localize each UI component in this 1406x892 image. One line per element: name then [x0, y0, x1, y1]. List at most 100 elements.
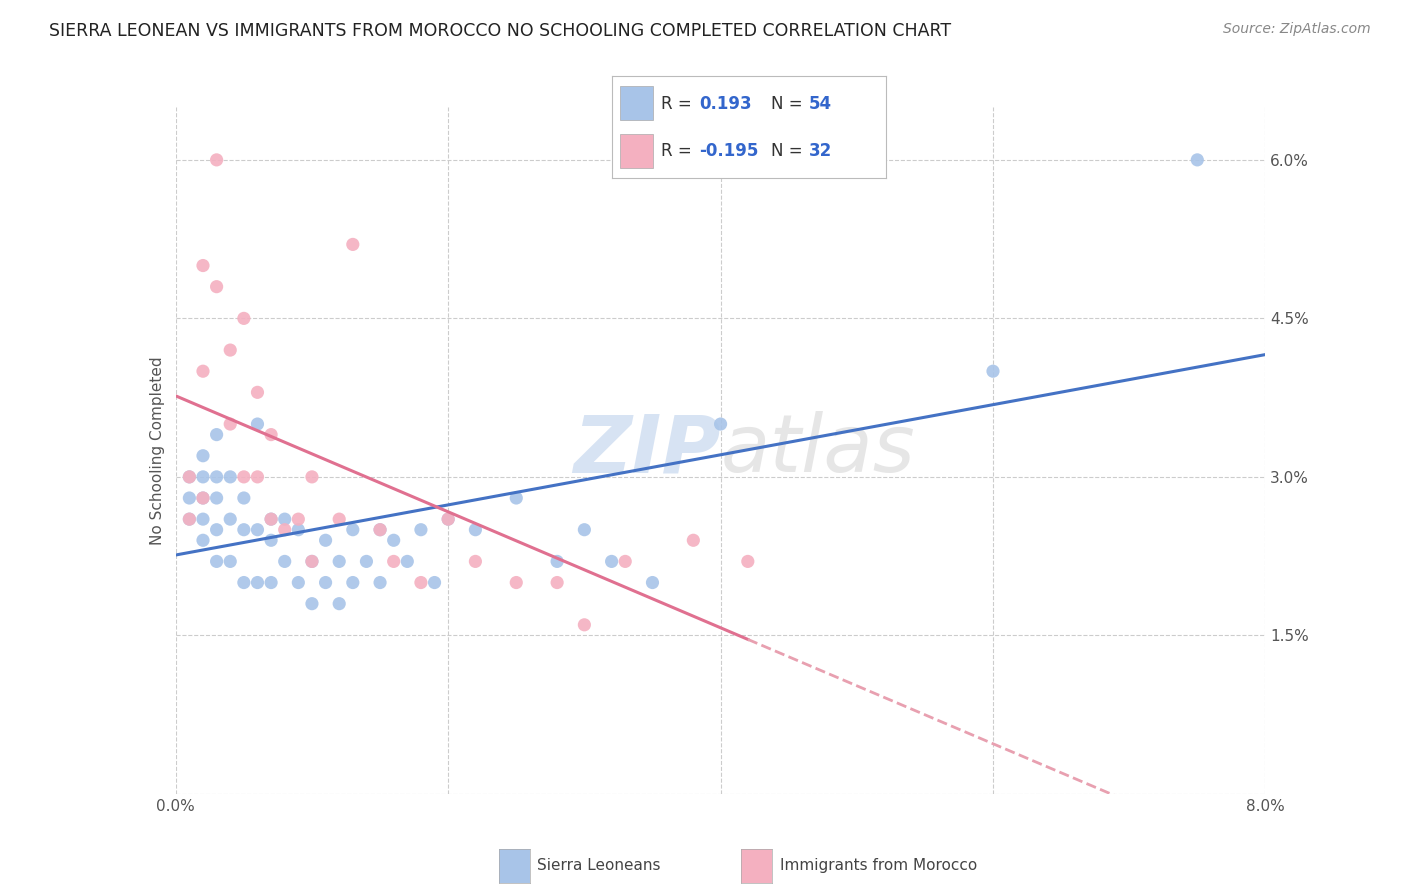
Point — [423, 575, 446, 590]
Point — [301, 597, 323, 611]
Point — [191, 491, 214, 505]
Text: ZIP: ZIP — [574, 411, 721, 490]
Bar — [620, 87, 652, 120]
Point — [191, 512, 214, 526]
Text: 54: 54 — [808, 95, 832, 112]
Point — [328, 554, 350, 568]
Point — [179, 470, 201, 484]
Point — [246, 385, 269, 400]
Point — [205, 153, 228, 167]
Y-axis label: No Schooling Completed: No Schooling Completed — [149, 356, 165, 545]
Point — [710, 417, 733, 431]
Point — [342, 575, 364, 590]
Point — [246, 523, 269, 537]
Point — [205, 491, 228, 505]
Point — [191, 533, 214, 548]
Point — [191, 491, 214, 505]
Text: 32: 32 — [808, 142, 832, 160]
Point — [368, 523, 391, 537]
Point — [368, 523, 391, 537]
Text: Immigrants from Morocco: Immigrants from Morocco — [780, 858, 977, 872]
Point — [219, 343, 242, 357]
Point — [1187, 153, 1209, 167]
Point — [409, 575, 432, 590]
Point — [205, 470, 228, 484]
Point — [205, 523, 228, 537]
Point — [287, 512, 309, 526]
Point — [260, 512, 283, 526]
Text: atlas: atlas — [721, 411, 915, 490]
Point — [301, 554, 323, 568]
Point — [505, 575, 527, 590]
Point — [232, 470, 254, 484]
Text: 0.193: 0.193 — [699, 95, 752, 112]
Point — [260, 533, 283, 548]
Point — [219, 417, 242, 431]
Point — [232, 311, 254, 326]
Point — [246, 470, 269, 484]
Point — [232, 575, 254, 590]
Point — [546, 575, 568, 590]
Point — [505, 491, 527, 505]
Point — [219, 554, 242, 568]
Point — [260, 427, 283, 442]
Point — [179, 470, 201, 484]
Point — [232, 523, 254, 537]
Point — [600, 554, 623, 568]
Point — [682, 533, 704, 548]
Point — [981, 364, 1004, 378]
Point — [301, 554, 323, 568]
Point — [191, 470, 214, 484]
Point — [301, 470, 323, 484]
Point — [368, 575, 391, 590]
Point — [614, 554, 637, 568]
Point — [396, 554, 419, 568]
Point — [574, 523, 596, 537]
Point — [641, 575, 664, 590]
Text: Sierra Leoneans: Sierra Leoneans — [537, 858, 661, 872]
Point — [437, 512, 460, 526]
Point — [574, 617, 596, 632]
Point — [464, 523, 486, 537]
Point — [328, 597, 350, 611]
Text: SIERRA LEONEAN VS IMMIGRANTS FROM MOROCCO NO SCHOOLING COMPLETED CORRELATION CHA: SIERRA LEONEAN VS IMMIGRANTS FROM MOROCC… — [49, 22, 952, 40]
Point — [315, 533, 337, 548]
Point — [382, 533, 405, 548]
Point — [191, 259, 214, 273]
Point — [179, 512, 201, 526]
Point — [356, 554, 378, 568]
Point — [342, 237, 364, 252]
Text: Source: ZipAtlas.com: Source: ZipAtlas.com — [1223, 22, 1371, 37]
Point — [191, 364, 214, 378]
Point — [437, 512, 460, 526]
Point — [179, 491, 201, 505]
Point — [287, 523, 309, 537]
Point — [246, 417, 269, 431]
Text: N =: N = — [770, 95, 807, 112]
Point — [179, 512, 201, 526]
Point — [546, 554, 568, 568]
Point — [260, 512, 283, 526]
Point — [382, 554, 405, 568]
Text: R =: R = — [661, 95, 697, 112]
Point — [274, 523, 297, 537]
Point — [287, 575, 309, 590]
Bar — [620, 135, 652, 168]
Point — [315, 575, 337, 590]
Point — [274, 554, 297, 568]
Point — [232, 491, 254, 505]
Point — [737, 554, 759, 568]
Text: -0.195: -0.195 — [699, 142, 759, 160]
Point — [219, 512, 242, 526]
Point — [205, 427, 228, 442]
Point — [205, 279, 228, 293]
Text: R =: R = — [661, 142, 697, 160]
Point — [464, 554, 486, 568]
Text: N =: N = — [770, 142, 807, 160]
Point — [260, 575, 283, 590]
Point — [409, 523, 432, 537]
Point — [191, 449, 214, 463]
Point — [205, 554, 228, 568]
Point — [328, 512, 350, 526]
Point — [342, 523, 364, 537]
